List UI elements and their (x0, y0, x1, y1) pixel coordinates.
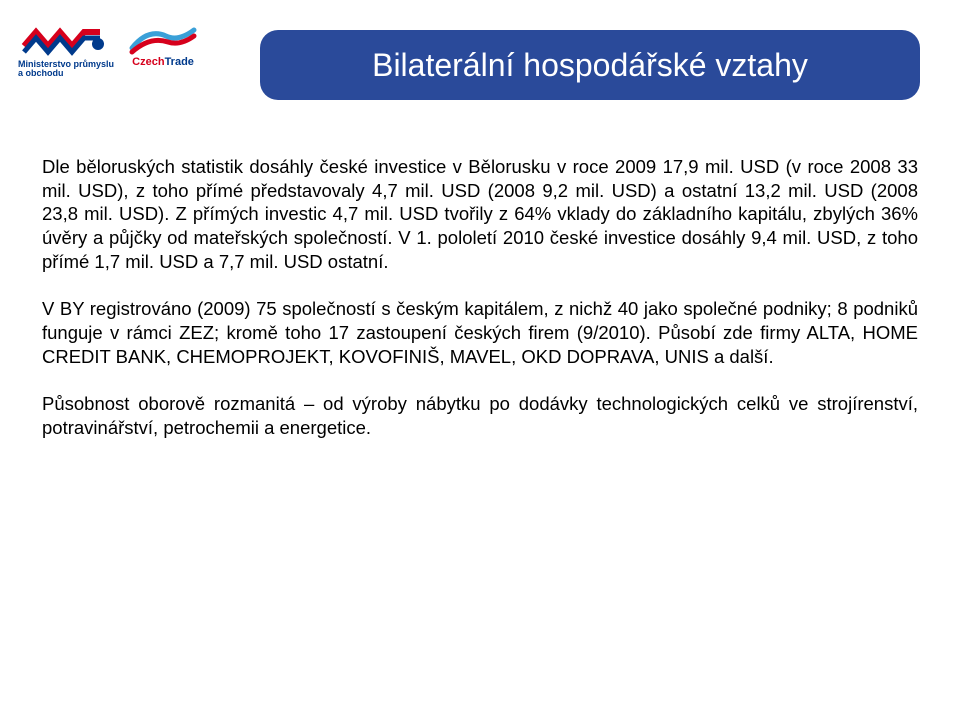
logo-mpo: Ministerstvo průmyslu a obchodu (18, 22, 114, 79)
mpo-label: Ministerstvo průmyslu a obchodu (18, 60, 114, 79)
czechtrade-label: CzechTrade (132, 56, 194, 68)
title-bar: Bilaterální hospodářské vztahy (260, 30, 920, 100)
logo-czechtrade: CzechTrade (128, 22, 198, 68)
logos-container: Ministerstvo průmyslu a obchodu CzechTra… (18, 22, 198, 79)
mpo-icon (18, 22, 106, 58)
paragraph-1: Dle běloruských statistik dosáhly české … (42, 155, 918, 273)
paragraph-3: Působnost oborově rozmanitá – od výroby … (42, 392, 918, 439)
content-area: Dle běloruských statistik dosáhly české … (42, 155, 918, 440)
ct-part2: Trade (165, 56, 194, 68)
mpo-line2: průmyslu (74, 59, 115, 69)
paragraph-2: V BY registrováno (2009) 75 společností … (42, 297, 918, 368)
ct-part1: Czech (132, 56, 164, 68)
mpo-line3: a obchodu (18, 68, 64, 78)
slide-title: Bilaterální hospodářské vztahy (372, 47, 808, 84)
czechtrade-icon (128, 22, 198, 56)
